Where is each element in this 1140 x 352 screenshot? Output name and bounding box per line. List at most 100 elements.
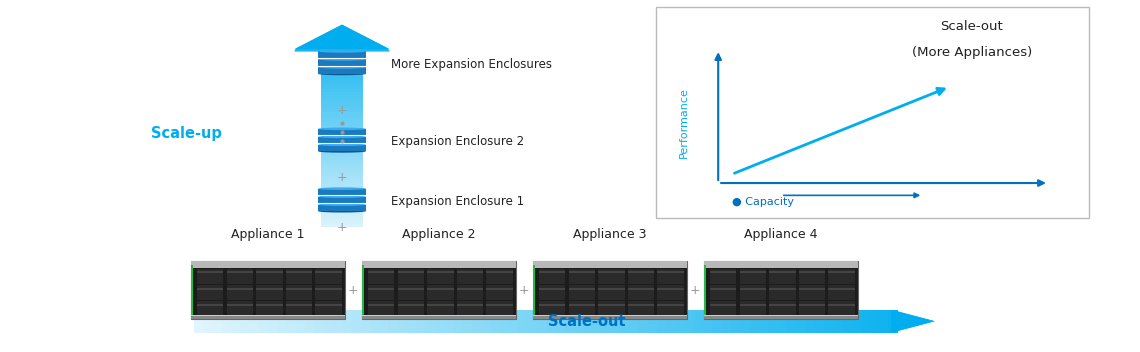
Polygon shape bbox=[321, 133, 363, 136]
FancyBboxPatch shape bbox=[428, 269, 454, 284]
FancyBboxPatch shape bbox=[705, 261, 858, 268]
FancyBboxPatch shape bbox=[190, 261, 344, 268]
FancyBboxPatch shape bbox=[710, 285, 736, 300]
Polygon shape bbox=[321, 65, 363, 69]
Polygon shape bbox=[926, 319, 935, 323]
FancyBboxPatch shape bbox=[256, 269, 283, 284]
Polygon shape bbox=[194, 310, 203, 333]
Polygon shape bbox=[888, 310, 898, 333]
FancyBboxPatch shape bbox=[227, 271, 253, 274]
Polygon shape bbox=[796, 310, 805, 333]
Polygon shape bbox=[321, 153, 363, 156]
Polygon shape bbox=[321, 75, 363, 78]
Polygon shape bbox=[351, 310, 360, 333]
Polygon shape bbox=[703, 310, 712, 333]
Polygon shape bbox=[602, 310, 611, 333]
FancyBboxPatch shape bbox=[539, 304, 565, 306]
FancyBboxPatch shape bbox=[457, 288, 483, 290]
Text: +: + bbox=[336, 221, 348, 233]
Polygon shape bbox=[842, 310, 852, 333]
FancyBboxPatch shape bbox=[534, 315, 686, 316]
Polygon shape bbox=[814, 310, 823, 333]
FancyBboxPatch shape bbox=[398, 288, 424, 290]
FancyBboxPatch shape bbox=[569, 271, 595, 274]
FancyBboxPatch shape bbox=[457, 271, 483, 274]
Polygon shape bbox=[731, 310, 740, 333]
FancyBboxPatch shape bbox=[628, 271, 654, 274]
Polygon shape bbox=[277, 310, 286, 333]
Polygon shape bbox=[306, 310, 315, 333]
Ellipse shape bbox=[318, 144, 366, 146]
FancyBboxPatch shape bbox=[197, 285, 223, 300]
Polygon shape bbox=[318, 205, 366, 211]
Polygon shape bbox=[321, 119, 363, 122]
FancyBboxPatch shape bbox=[457, 285, 483, 300]
FancyBboxPatch shape bbox=[829, 304, 855, 306]
Polygon shape bbox=[685, 310, 694, 333]
Text: +: + bbox=[336, 171, 348, 184]
FancyBboxPatch shape bbox=[770, 269, 796, 284]
FancyBboxPatch shape bbox=[799, 301, 825, 316]
Polygon shape bbox=[321, 122, 363, 126]
Polygon shape bbox=[378, 310, 389, 333]
FancyBboxPatch shape bbox=[197, 271, 223, 274]
Polygon shape bbox=[318, 67, 366, 74]
FancyBboxPatch shape bbox=[598, 285, 625, 300]
Polygon shape bbox=[638, 310, 648, 333]
FancyBboxPatch shape bbox=[316, 304, 342, 306]
FancyBboxPatch shape bbox=[363, 261, 515, 268]
FancyBboxPatch shape bbox=[363, 261, 515, 268]
Polygon shape bbox=[321, 52, 363, 55]
Polygon shape bbox=[508, 310, 518, 333]
FancyBboxPatch shape bbox=[770, 301, 796, 316]
FancyBboxPatch shape bbox=[457, 269, 483, 284]
FancyBboxPatch shape bbox=[740, 271, 766, 274]
Ellipse shape bbox=[318, 210, 366, 213]
Polygon shape bbox=[318, 197, 366, 203]
Polygon shape bbox=[321, 102, 363, 106]
Polygon shape bbox=[328, 28, 356, 31]
FancyBboxPatch shape bbox=[316, 285, 342, 300]
Polygon shape bbox=[342, 310, 351, 333]
Polygon shape bbox=[321, 173, 363, 176]
Polygon shape bbox=[750, 310, 759, 333]
FancyBboxPatch shape bbox=[286, 288, 312, 290]
Polygon shape bbox=[490, 310, 499, 333]
FancyBboxPatch shape bbox=[227, 269, 253, 284]
Polygon shape bbox=[321, 85, 363, 89]
Polygon shape bbox=[870, 310, 879, 333]
FancyBboxPatch shape bbox=[286, 269, 312, 284]
Ellipse shape bbox=[318, 58, 366, 61]
Polygon shape bbox=[583, 310, 592, 333]
FancyBboxPatch shape bbox=[829, 288, 855, 290]
Polygon shape bbox=[321, 163, 363, 166]
FancyBboxPatch shape bbox=[598, 271, 625, 274]
FancyBboxPatch shape bbox=[316, 271, 342, 274]
Text: Appliance 2: Appliance 2 bbox=[402, 228, 475, 240]
Text: +: + bbox=[690, 284, 701, 297]
FancyBboxPatch shape bbox=[598, 288, 625, 290]
Polygon shape bbox=[321, 200, 363, 203]
Polygon shape bbox=[318, 129, 366, 136]
FancyBboxPatch shape bbox=[658, 269, 684, 284]
FancyBboxPatch shape bbox=[487, 269, 513, 284]
Polygon shape bbox=[321, 180, 363, 183]
Polygon shape bbox=[321, 92, 363, 95]
Polygon shape bbox=[321, 139, 363, 143]
Polygon shape bbox=[407, 310, 416, 333]
Polygon shape bbox=[805, 310, 814, 333]
FancyBboxPatch shape bbox=[770, 304, 796, 306]
Text: Expansion Enclosure 1: Expansion Enclosure 1 bbox=[391, 195, 524, 208]
FancyBboxPatch shape bbox=[457, 304, 483, 306]
FancyBboxPatch shape bbox=[398, 269, 424, 284]
FancyBboxPatch shape bbox=[190, 265, 193, 316]
FancyBboxPatch shape bbox=[705, 261, 858, 268]
FancyBboxPatch shape bbox=[539, 301, 565, 316]
FancyBboxPatch shape bbox=[539, 285, 565, 300]
Polygon shape bbox=[321, 156, 363, 159]
Polygon shape bbox=[321, 95, 363, 99]
Ellipse shape bbox=[318, 142, 366, 145]
FancyBboxPatch shape bbox=[398, 301, 424, 316]
FancyBboxPatch shape bbox=[770, 285, 796, 300]
FancyBboxPatch shape bbox=[710, 269, 736, 284]
